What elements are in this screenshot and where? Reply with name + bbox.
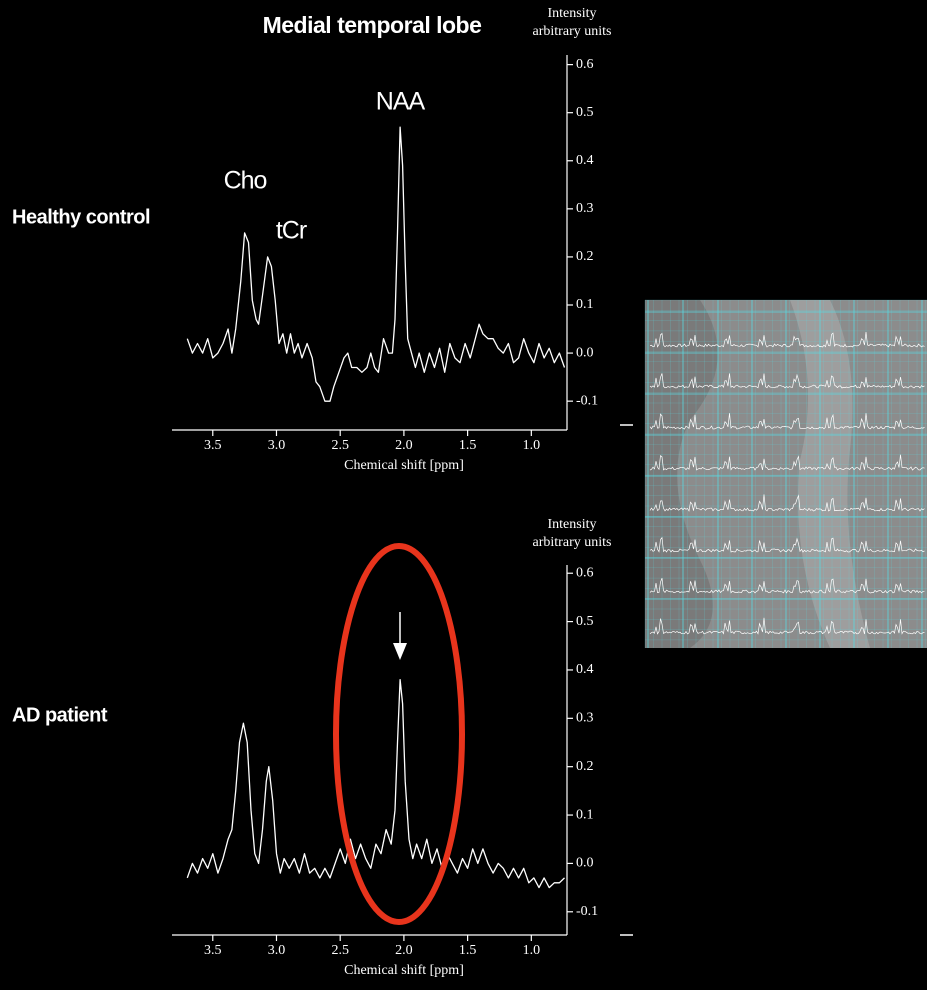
y-tick-label: 0.3 — [576, 711, 594, 726]
y-tick-label: 0.4 — [576, 153, 594, 168]
peak-label: NAA — [376, 88, 426, 116]
highlight-ellipse — [333, 543, 465, 925]
x-tick-label: 1.0 — [523, 438, 541, 453]
y-tick-label: 0.6 — [576, 565, 594, 580]
y-tick-label: -0.1 — [576, 393, 598, 408]
x-tick-label: 3.5 — [204, 943, 222, 958]
y-tick-label: 0.2 — [576, 249, 594, 264]
y-tick-label: 0.1 — [576, 807, 594, 822]
mri-inset — [644, 299, 927, 648]
arrow-head — [393, 643, 407, 660]
row-label: AD patient — [12, 704, 108, 726]
y-tick-label: 0.3 — [576, 201, 594, 216]
x-tick-label: 2.0 — [395, 943, 413, 958]
y-axis-label: arbitrary units — [533, 24, 612, 39]
mri-spectrum — [649, 332, 925, 348]
y-axis-label: Intensity — [548, 517, 597, 532]
x-tick-label: 1.5 — [459, 943, 477, 958]
mri-spectrum — [649, 373, 925, 389]
y-tick-label: 0.5 — [576, 105, 594, 120]
y-tick-label: 0.5 — [576, 614, 594, 629]
y-tick-label: 0.0 — [576, 345, 594, 360]
mri-spectrum — [649, 494, 925, 512]
mri-spectrum — [649, 413, 925, 430]
mri-spectrum — [649, 454, 925, 471]
mri-spectrum — [649, 577, 925, 594]
peak-label: tCr — [276, 217, 307, 245]
row-label: Healthy control — [12, 206, 150, 228]
x-tick-label: 3.0 — [268, 943, 286, 958]
y-axis-label: Intensity — [548, 6, 597, 21]
y-axis-label: arbitrary units — [533, 535, 612, 550]
x-tick-label: 3.0 — [268, 438, 286, 453]
y-tick-label: 0.4 — [576, 662, 594, 677]
mri-spectrum — [649, 617, 925, 635]
x-tick-label: 2.5 — [331, 943, 349, 958]
chart-title: Medial temporal lobe — [263, 12, 482, 38]
y-tick-label: 0.1 — [576, 297, 594, 312]
x-axis-label: Chemical shift [ppm] — [344, 458, 464, 473]
y-tick-label: 0.6 — [576, 57, 594, 72]
x-tick-label: 2.0 — [395, 438, 413, 453]
x-axis-label: Chemical shift [ppm] — [344, 963, 464, 978]
mri-spectrum — [649, 536, 925, 553]
x-tick-label: 1.0 — [523, 943, 541, 958]
spectrum-line — [186, 678, 565, 889]
spectrum-line — [186, 126, 566, 402]
y-tick-label: 0.2 — [576, 759, 594, 774]
y-tick-label: -0.1 — [576, 904, 598, 919]
x-tick-label: 3.5 — [204, 438, 222, 453]
mri-shading — [645, 300, 718, 648]
x-tick-label: 2.5 — [331, 438, 349, 453]
x-tick-label: 1.5 — [459, 438, 477, 453]
y-tick-label: 0.0 — [576, 856, 594, 871]
peak-label: Cho — [224, 167, 267, 195]
